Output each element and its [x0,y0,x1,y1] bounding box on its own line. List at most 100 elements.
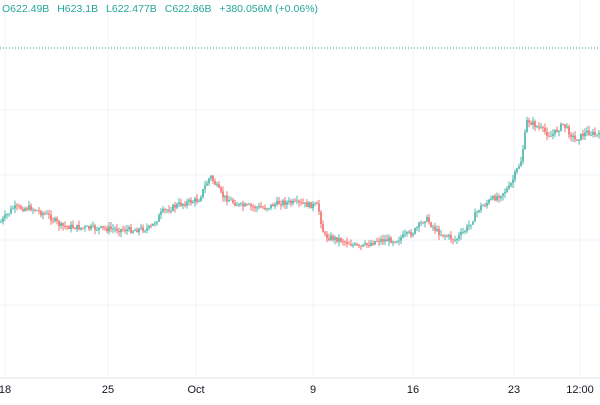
candle-body [82,227,84,229]
candle-body [110,226,112,229]
candle-body [440,234,442,236]
candle-body [22,209,24,211]
candle-body [14,205,16,209]
candle-body [194,198,196,202]
candle-body [292,200,294,204]
candle-body [112,228,114,230]
candle-body [282,200,284,206]
candle-body [172,204,174,211]
candle-body [24,208,26,211]
x-tick-label: 12:00 [566,384,594,396]
candle-body [228,200,230,202]
candle-body [420,222,422,224]
candle-body [476,211,478,213]
candle-body [232,199,234,203]
candle-body [288,200,290,203]
candle-body [234,202,236,206]
candle-body [382,239,384,242]
candle-body [480,205,482,211]
candle-body [124,229,126,232]
candle-body [208,178,210,184]
candle-body [252,206,254,208]
candle-body [474,212,476,222]
candle-body [308,202,310,207]
candle-body [204,185,206,190]
candle-body [92,225,94,227]
candle-body [152,223,154,226]
candle-body [94,225,96,230]
candle-body [254,206,256,209]
candle-body [138,228,140,233]
candle-body [168,209,170,212]
candle-body [452,239,454,241]
candle-body [300,202,302,204]
candle-body [114,228,116,230]
candle-body [78,224,80,230]
candle-body [538,126,540,128]
candle-body [330,235,332,240]
candle-body [64,225,66,227]
x-tick-label: 9 [310,384,316,396]
candle-body [502,193,504,197]
candle-body [366,243,368,245]
candle-body [126,229,128,232]
candle-body [238,203,240,206]
candle-body [542,127,544,128]
candle-body [174,204,176,208]
candle-body [202,189,204,197]
candle-body [450,234,452,240]
candle-body [496,196,498,201]
candle-body [386,239,388,242]
candle-body [304,202,306,204]
candle-body [230,199,232,201]
candle-body [408,231,410,233]
candle-body [60,223,62,226]
candle-body [240,203,242,205]
close-value: C622.86B [164,3,212,15]
candle-body [86,225,88,227]
candle-body [190,199,192,204]
candle-body [306,202,308,207]
candle-body [488,199,490,204]
candle-body [74,227,76,230]
candle-body [72,224,74,228]
grid-lines [0,0,600,378]
candle-body [192,201,194,204]
candle-body [122,229,124,230]
candle-body [236,205,238,207]
candle-body [368,244,370,246]
candle-body [154,223,156,225]
candle-body [376,241,378,242]
candle-body [160,211,162,215]
candle-body [200,196,202,201]
candle-body [524,132,526,150]
candle-body [468,225,470,227]
candle-body [242,203,244,207]
candle-body [438,228,440,236]
x-tick-label: Oct [187,384,204,396]
candle-body [62,223,64,226]
candle-body [336,236,338,242]
high-value: H623.1B [57,3,99,15]
candle-body [506,188,508,192]
candle-body [96,229,98,231]
candle-body [334,236,336,240]
candle-body [590,134,592,136]
candle-body [522,149,524,162]
candle-body [456,238,458,240]
candle-body [472,221,474,225]
candle-body [462,231,464,233]
candle-body [34,209,36,211]
candle-body [162,208,164,212]
candle-body [556,129,558,132]
candle-body [42,213,44,216]
candle-body [550,135,552,137]
candle-body [18,205,20,207]
candle-body [12,208,14,210]
candle-body [296,200,298,202]
candle-body [68,226,70,230]
candle-body [2,218,4,222]
candle-body [504,191,506,194]
